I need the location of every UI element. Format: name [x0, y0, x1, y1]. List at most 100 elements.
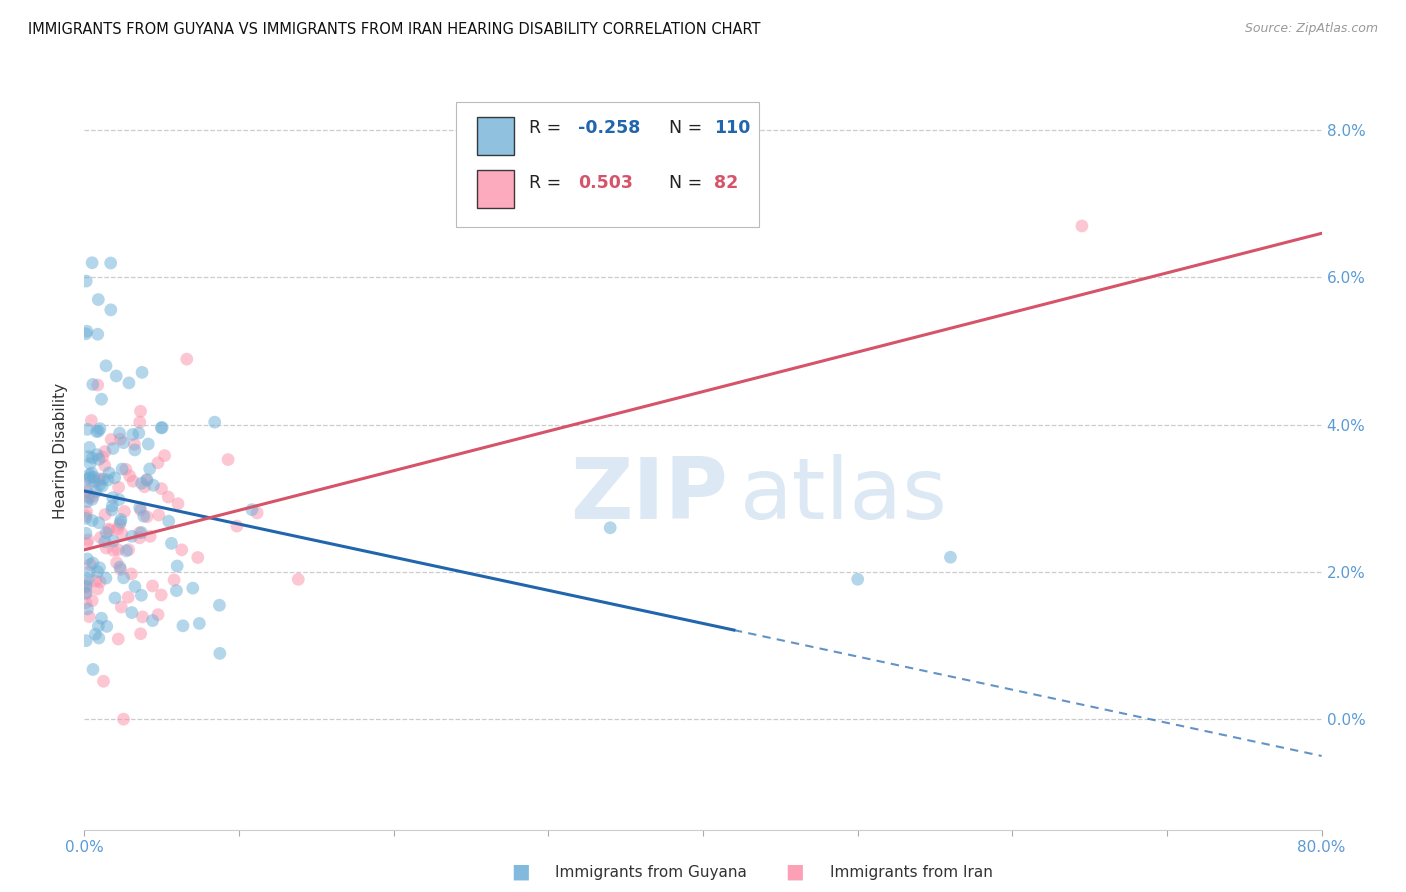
Point — [148, 508, 170, 522]
Point — [91, 479, 114, 493]
Point — [79, 467, 101, 482]
Point — [121, 427, 143, 442]
Point — [80, 413, 103, 427]
Point — [188, 616, 211, 631]
Point — [165, 583, 187, 598]
Point — [79, 470, 101, 484]
Point — [82, 489, 104, 503]
Point — [129, 404, 152, 418]
Point — [94, 444, 117, 458]
Point — [82, 377, 104, 392]
FancyBboxPatch shape — [477, 117, 513, 155]
Point — [157, 514, 180, 528]
Point — [82, 492, 104, 507]
Point — [93, 472, 115, 486]
Point — [153, 449, 176, 463]
FancyBboxPatch shape — [456, 102, 759, 227]
Point — [89, 478, 111, 492]
Point — [150, 588, 173, 602]
Point — [121, 606, 143, 620]
Point — [87, 516, 110, 530]
Point — [163, 573, 186, 587]
Point — [96, 541, 118, 555]
Point — [846, 572, 869, 586]
Point — [97, 522, 120, 536]
Point — [131, 588, 153, 602]
Text: N =: N = — [658, 174, 714, 192]
Point — [146, 456, 169, 470]
Point — [97, 473, 120, 487]
Point — [94, 534, 117, 549]
Text: 0.503: 0.503 — [578, 174, 633, 192]
Point — [111, 462, 134, 476]
Text: atlas: atlas — [740, 454, 948, 538]
Point — [75, 581, 97, 595]
Point — [110, 562, 132, 576]
Point — [136, 473, 159, 487]
Point — [128, 525, 150, 540]
Point — [77, 565, 100, 579]
Point — [138, 462, 160, 476]
Point — [75, 586, 97, 600]
Point — [112, 504, 135, 518]
Point — [82, 514, 104, 528]
Point — [124, 442, 146, 457]
Point — [79, 474, 101, 488]
Point — [79, 457, 101, 471]
Point — [1071, 219, 1094, 233]
Point — [76, 324, 98, 338]
Point — [939, 550, 962, 565]
Point — [150, 420, 173, 434]
Text: Immigrants from Guyana: Immigrants from Guyana — [555, 865, 747, 880]
Point — [100, 302, 122, 317]
Point — [98, 524, 121, 538]
Point — [129, 503, 152, 517]
Text: Source: ZipAtlas.com: Source: ZipAtlas.com — [1244, 22, 1378, 36]
Point — [208, 646, 231, 660]
Point — [94, 571, 117, 585]
Point — [599, 521, 621, 535]
Point — [89, 473, 111, 487]
Text: R =: R = — [529, 174, 572, 192]
Point — [166, 559, 188, 574]
Point — [131, 610, 153, 624]
Point — [128, 500, 150, 515]
Point — [77, 533, 100, 547]
Point — [75, 326, 97, 341]
Point — [187, 550, 209, 565]
Point — [82, 662, 104, 676]
Text: -0.258: -0.258 — [578, 120, 640, 137]
Point — [108, 426, 131, 441]
Point — [122, 474, 145, 488]
Point — [76, 504, 98, 518]
Point — [110, 512, 132, 526]
Point — [112, 435, 135, 450]
Point — [75, 526, 97, 541]
Point — [246, 506, 269, 520]
Point — [75, 511, 97, 525]
Point — [75, 576, 97, 591]
Point — [217, 452, 239, 467]
Point — [83, 475, 105, 489]
Point — [87, 327, 110, 342]
Point — [94, 458, 117, 473]
Point — [89, 531, 111, 545]
Point — [79, 441, 101, 455]
Point — [87, 452, 110, 467]
Point — [96, 619, 118, 633]
Point — [87, 631, 110, 645]
Point — [90, 392, 112, 407]
Text: R =: R = — [529, 120, 567, 137]
Text: 110: 110 — [714, 120, 751, 137]
Point — [240, 502, 263, 516]
Point — [75, 508, 97, 523]
Point — [76, 483, 98, 498]
Point — [83, 470, 105, 484]
FancyBboxPatch shape — [477, 170, 513, 208]
Point — [79, 558, 101, 572]
Point — [142, 478, 165, 492]
Point — [77, 490, 100, 504]
Point — [176, 352, 198, 367]
Point — [135, 473, 157, 487]
Point — [101, 503, 124, 517]
